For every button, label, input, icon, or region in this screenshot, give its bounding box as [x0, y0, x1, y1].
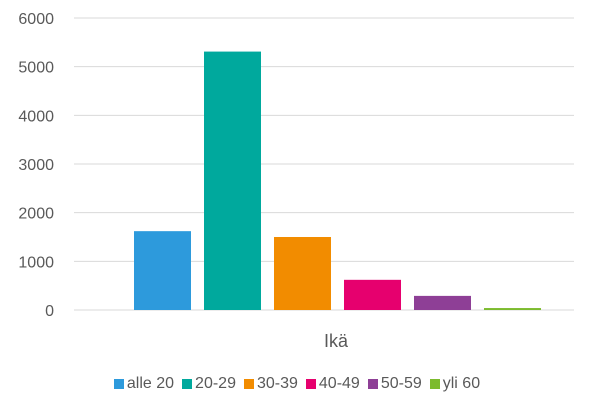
legend-label: 50-59	[380, 375, 422, 392]
y-axis-tick-labels: 0 1000 2000 3000 4000 5000 6000	[18, 11, 54, 320]
legend-item: 40-49	[305, 375, 360, 393]
x-axis-category-label: Ikä	[324, 331, 349, 351]
y-tick-label: 0	[45, 303, 54, 320]
legend: alle 20 20-29 30-39 40-49 50-59 yli 60	[0, 372, 594, 396]
legend-swatch	[429, 379, 440, 389]
legend-swatch	[305, 379, 316, 389]
bar-30-39	[274, 237, 331, 310]
legend-swatch	[182, 379, 193, 389]
legend-label: yli 60	[442, 375, 481, 392]
y-tick-label: 4000	[18, 108, 54, 125]
legend-item: alle 20	[113, 375, 175, 393]
legend-swatch	[243, 379, 254, 389]
legend-item: yli 60	[429, 375, 481, 393]
y-tick-label: 3000	[18, 157, 54, 174]
y-tick-label: 6000	[18, 11, 54, 28]
bar-50-59	[414, 295, 471, 310]
bar-yli-60	[484, 308, 541, 310]
y-tick-label: 5000	[18, 60, 54, 77]
bar-20-29	[204, 51, 261, 311]
legend-label: 20-29	[195, 375, 236, 392]
legend-label: 40-49	[318, 375, 360, 392]
legend-label: alle 20	[126, 375, 175, 392]
legend-swatch	[367, 379, 378, 389]
bar-40-49	[344, 279, 401, 310]
bar-alle-20	[134, 231, 191, 310]
legend-label: 30-39	[256, 375, 298, 392]
legend-item: 20-29	[182, 375, 236, 393]
bars	[134, 51, 541, 311]
y-tick-label: 1000	[18, 254, 54, 271]
legend-swatch	[113, 379, 124, 389]
legend-item: 30-39	[243, 375, 298, 393]
y-tick-label: 2000	[18, 206, 54, 223]
legend-item: 50-59	[367, 375, 422, 393]
